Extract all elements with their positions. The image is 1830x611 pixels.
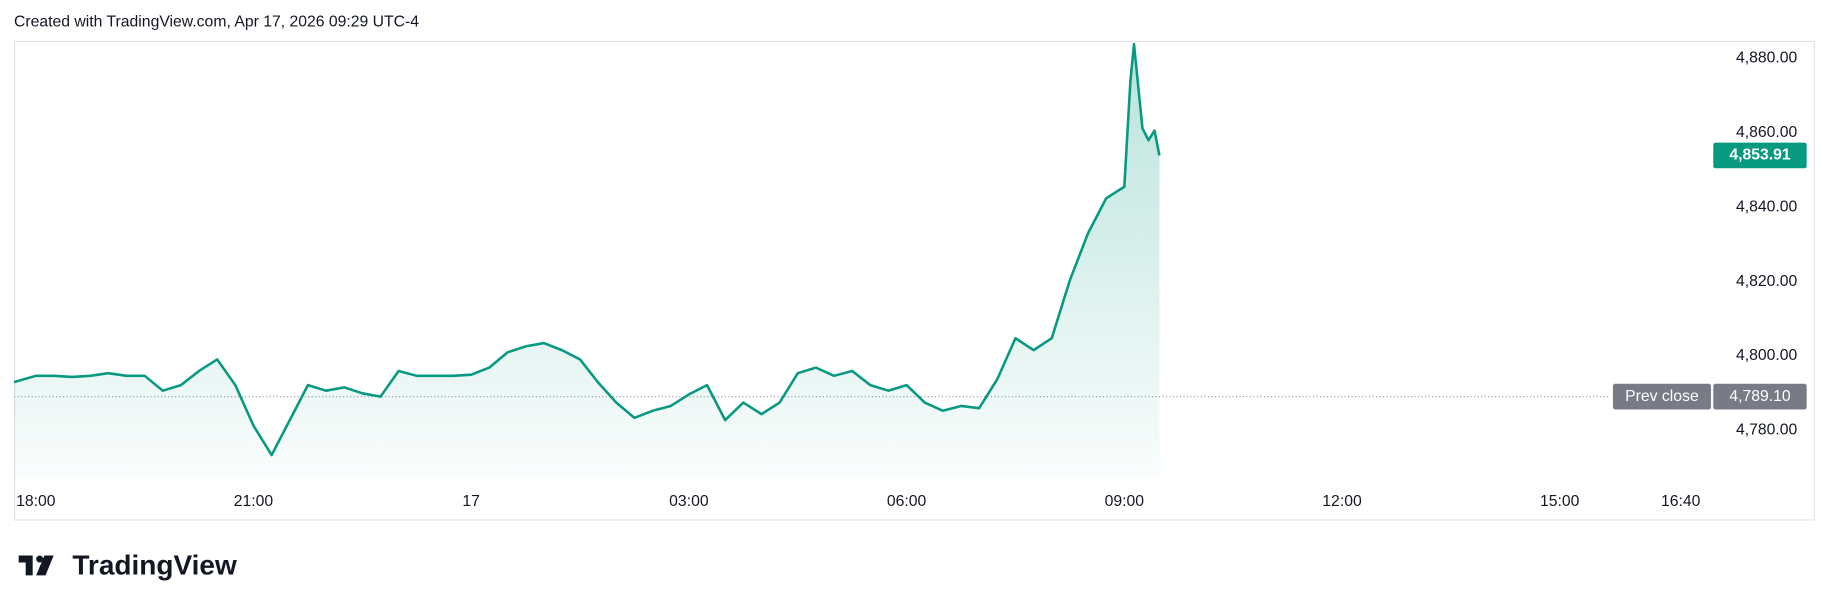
y-tick-label: 4,800.00 xyxy=(1736,347,1798,364)
header-text: Created with TradingView.com, Apr 17, 20… xyxy=(14,13,419,30)
logo-icon xyxy=(36,555,44,563)
price-line xyxy=(13,42,1161,457)
area xyxy=(14,44,1160,479)
last-price-label: 4,853.91 xyxy=(1729,147,1791,164)
y-tick-label: 4,880.00 xyxy=(1736,50,1798,67)
logo-icon xyxy=(36,555,54,576)
prev-close-value-tag xyxy=(1713,383,1807,410)
prev-close-value: 4,789.10 xyxy=(1729,388,1791,405)
x-tick-label: 18:00 xyxy=(16,493,56,510)
plot: 4,780.00 4,800.00 4,820.00 4,840.00 4,860.00… xyxy=(13,42,1807,510)
prev-close-label: Prev close xyxy=(1625,388,1699,405)
prev-close-tag xyxy=(1612,383,1711,410)
x-tick-label: 12:00 xyxy=(1322,493,1362,510)
x-tick-label: 16:40 xyxy=(1661,493,1701,510)
y-tick-label: 4,840.00 xyxy=(1736,198,1798,215)
x-tick-label: 21:00 xyxy=(234,493,274,510)
y-tick-label: 4,780.00 xyxy=(1736,422,1798,439)
chart-frame xyxy=(14,40,1815,521)
logo: TradingView xyxy=(18,550,237,581)
x-tick-label: 09:00 xyxy=(1105,493,1145,510)
y-tick-label: 4,820.00 xyxy=(1736,273,1798,290)
x-tick-label: 03:00 xyxy=(669,493,709,510)
x-tick-label: 15:00 xyxy=(1540,493,1580,510)
y-tick-label: 4,860.00 xyxy=(1736,124,1798,141)
last-price-tag xyxy=(1713,142,1807,169)
brand: TradingView xyxy=(72,550,237,581)
logo-icon xyxy=(18,555,33,576)
x-tick-label: 17 xyxy=(462,493,480,510)
x-tick-label: 06:00 xyxy=(887,493,927,510)
